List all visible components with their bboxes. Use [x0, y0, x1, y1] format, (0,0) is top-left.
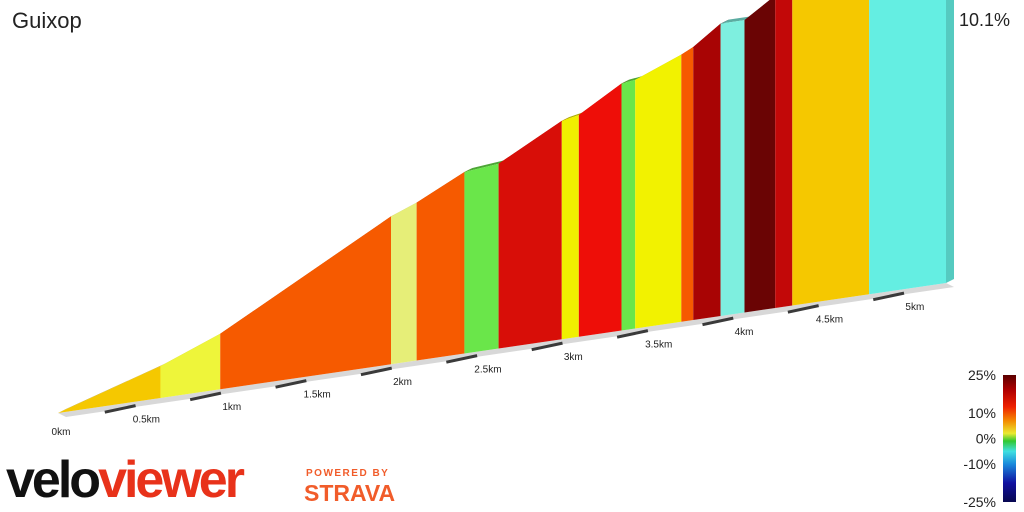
x-tick-label-8: 4km: [735, 327, 754, 338]
segment-6: [498, 120, 562, 349]
axis-dash-8: [787, 304, 819, 314]
segment-8: [578, 83, 622, 337]
axis-dash-0: [104, 404, 136, 414]
axis-dash-7: [702, 316, 734, 327]
strava-logo: STRAVA: [304, 480, 396, 506]
segment-top-13: [720, 16, 753, 24]
legend-label-0: 25%: [968, 367, 996, 383]
logo-viewer-text: viewer: [98, 451, 245, 509]
gradient-legend-bar: [1003, 375, 1016, 502]
segment-11: [681, 47, 694, 322]
segment-top-0: [58, 362, 169, 413]
axis-dash-1: [189, 391, 222, 402]
segment-title: Guixop: [12, 8, 82, 33]
segment-15: [775, 0, 793, 308]
legend-label-3: -10%: [963, 456, 996, 472]
axis-dash-4: [446, 354, 478, 364]
axis-dash-3: [360, 366, 393, 377]
segment-5: [464, 163, 499, 354]
x-tick-label-3: 1.5km: [304, 390, 331, 401]
profile-baseline: [58, 283, 954, 417]
segment-7: [561, 114, 579, 340]
segment-top-5: [464, 159, 507, 173]
x-tick-label-6: 3km: [564, 352, 583, 363]
segment-3: [391, 202, 417, 365]
segment-top-9: [621, 75, 644, 84]
x-tick-label-10: 5km: [905, 302, 924, 313]
profile-end-cap: [946, 0, 954, 283]
legend-label-1: 10%: [968, 405, 996, 421]
gradient-legend: 25% 10% 0% -10% -25%: [963, 367, 1016, 510]
axis-dash-2: [275, 379, 307, 389]
profile-base-plate: [58, 283, 954, 417]
segment-12: [693, 23, 721, 321]
x-tick-label-2: 1km: [222, 402, 241, 413]
segment-14: [744, 0, 776, 313]
segment-13: [720, 20, 745, 317]
logo-velo-text: velo: [6, 451, 101, 509]
x-tick-label-9: 4.5km: [816, 315, 843, 326]
segment-17: [869, 0, 946, 295]
legend-label-4: -25%: [963, 494, 996, 510]
veloviewer-logo: veloviewer: [6, 452, 296, 508]
segment-10: [635, 54, 682, 329]
legend-label-2: 0%: [976, 431, 996, 447]
x-tick-label-0: 0km: [52, 427, 71, 438]
powered-by-label: POWERED BY: [306, 468, 390, 479]
x-axis-ticks: 0km 0.5km 1km 1.5km 2km 2.5km 3km 3.5km 4km 4.5km…: [52, 291, 924, 438]
x-tick-label-4: 2km: [393, 377, 412, 388]
x-tick-label-1: 0.5km: [133, 415, 160, 426]
segment-4: [416, 172, 465, 361]
x-tick-label-7: 3.5km: [645, 340, 672, 351]
segment-16: [792, 0, 870, 306]
axis-dash-9: [872, 291, 905, 302]
segment-9: [621, 79, 636, 331]
segment-2: [220, 216, 391, 390]
segment-1: [160, 333, 221, 398]
axis-dash-5: [531, 341, 563, 352]
segment-top-7: [561, 110, 587, 121]
x-tick-label-5: 2.5km: [474, 365, 501, 376]
segment-0: [58, 366, 161, 413]
profile-segments: [58, 0, 954, 413]
axis-dash-6: [616, 329, 649, 339]
